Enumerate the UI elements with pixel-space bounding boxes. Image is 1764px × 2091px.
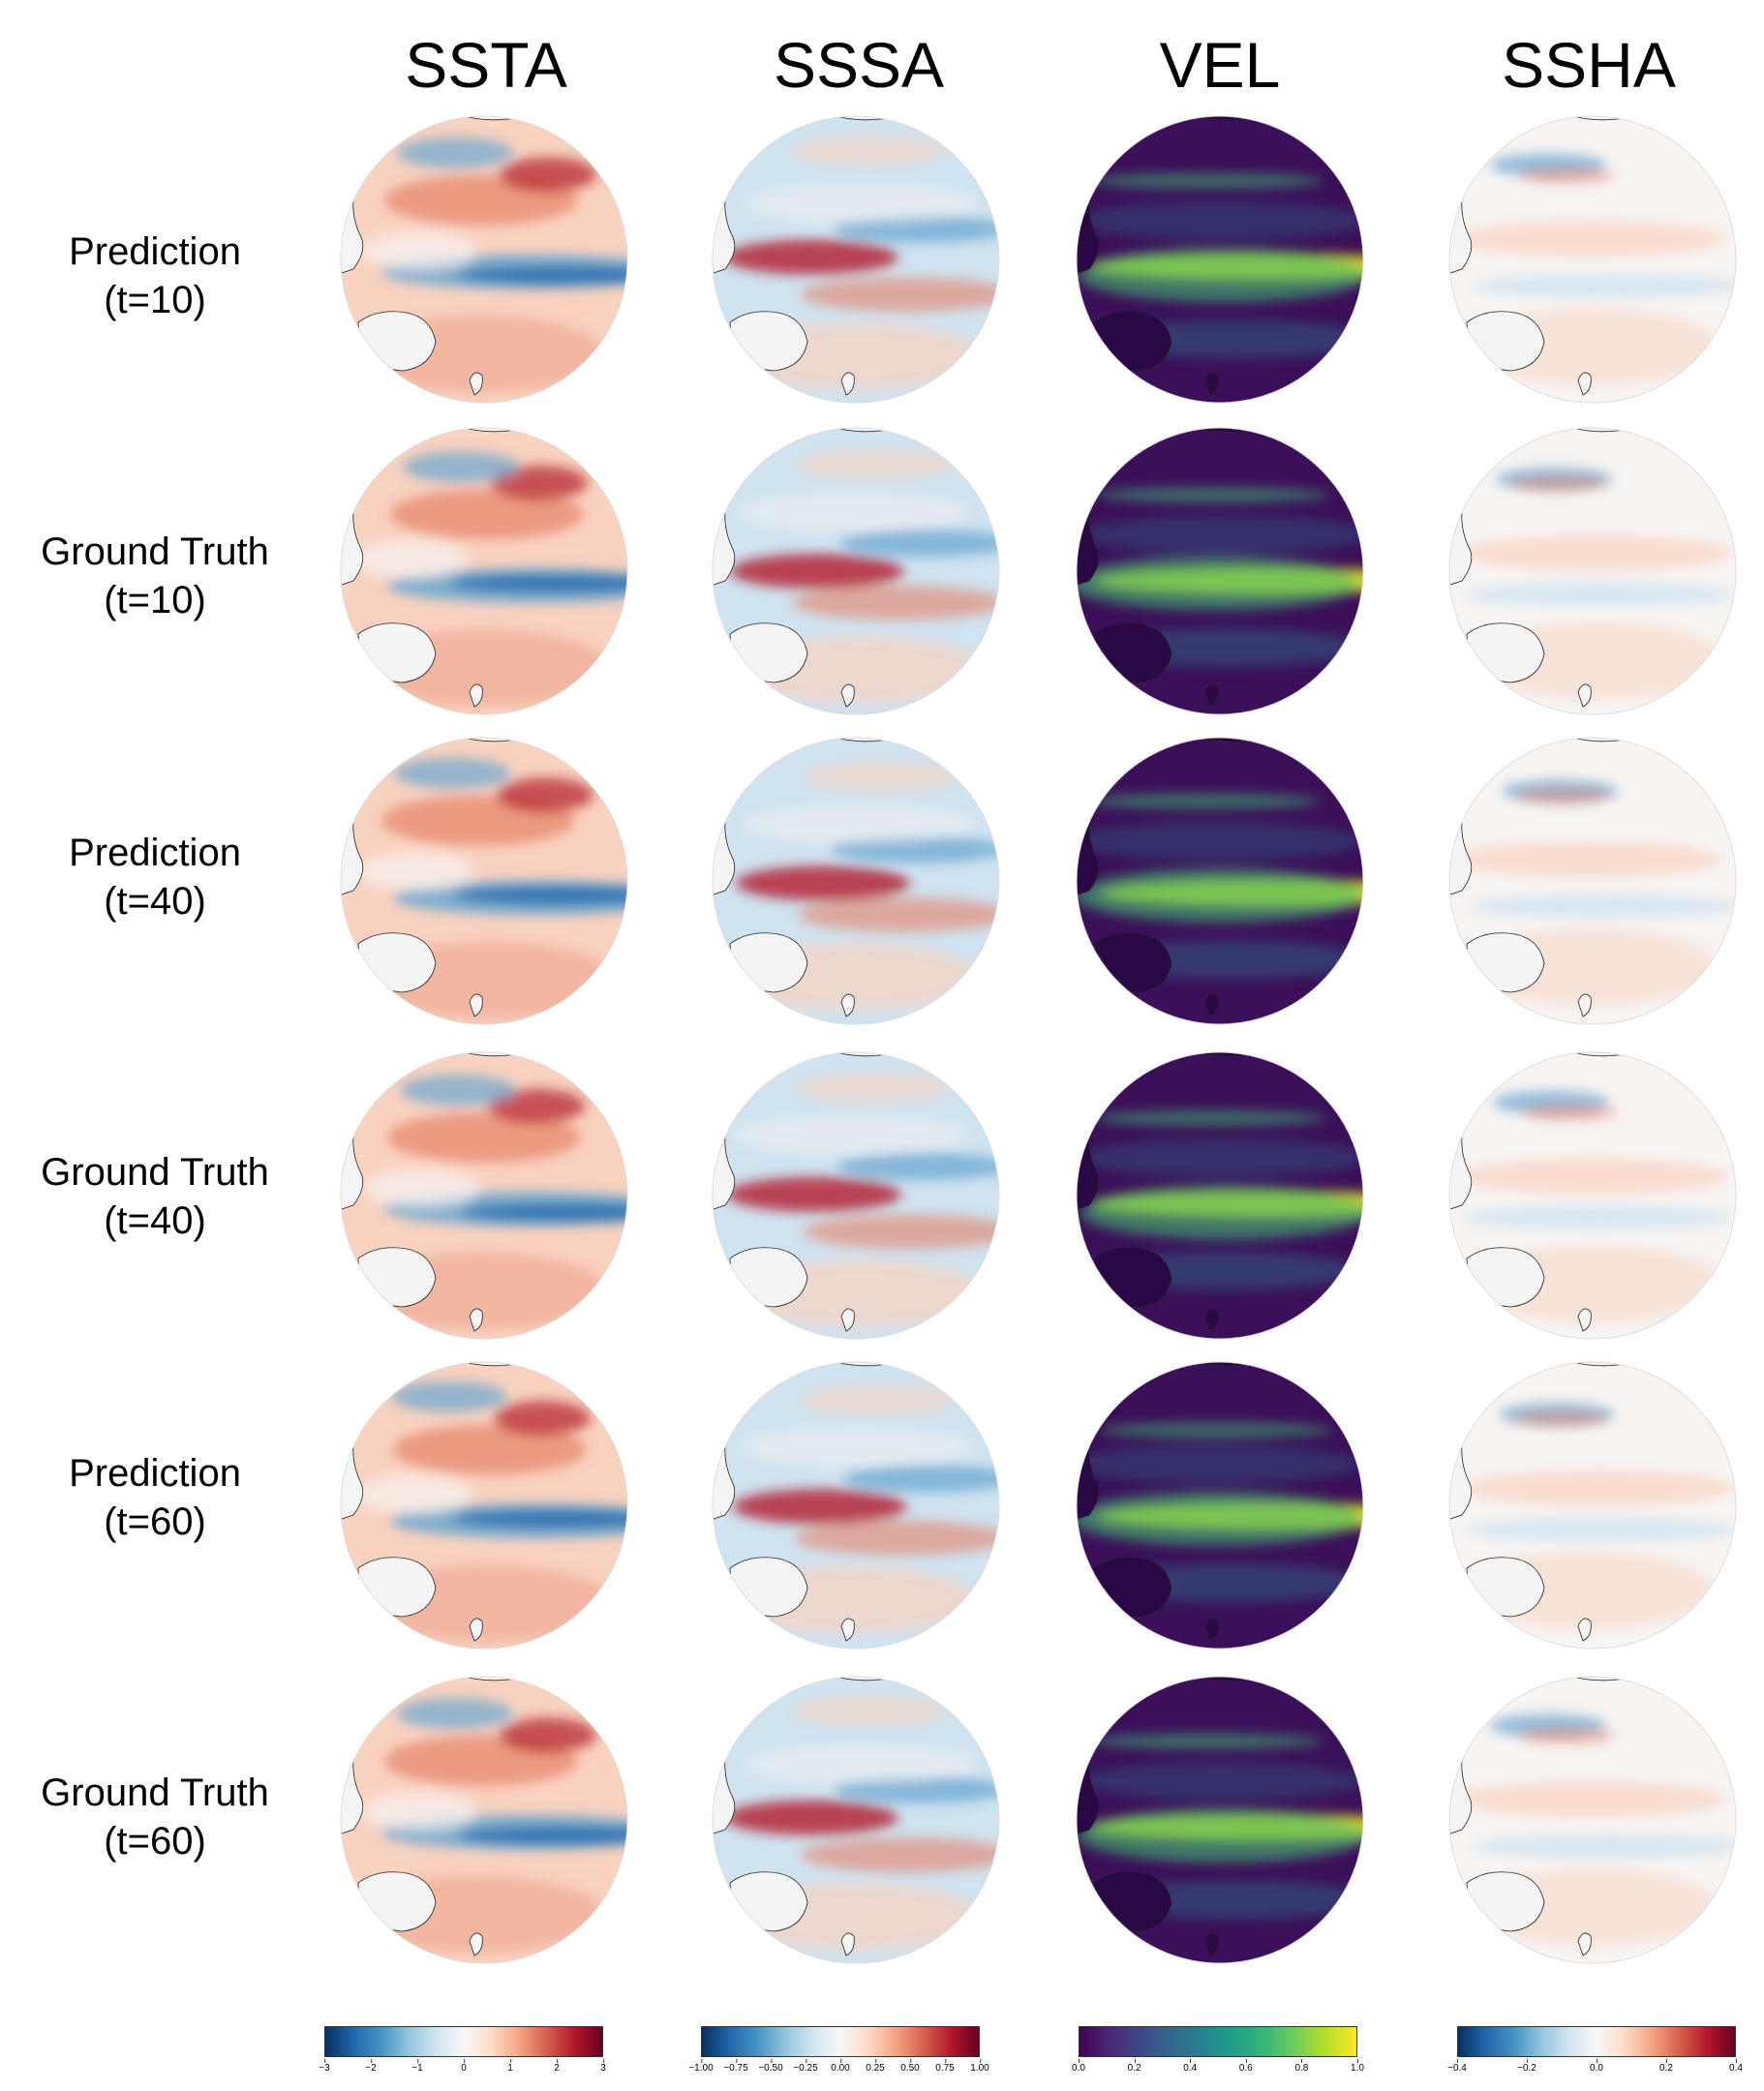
globe-sssa-row-4 xyxy=(711,1050,1001,1341)
colorbar-tick-label: −1.00 xyxy=(688,2059,714,2074)
colorbar-sssa: −1.00 −0.75 −0.50 −0.25 0.00 0.25 0.50 0.75 1.00 xyxy=(688,2026,989,2086)
row-label-pred-t10: Prediction (t=10) xyxy=(69,230,241,321)
row-label-pred-t60: Prediction (t=60) xyxy=(69,1452,241,1543)
colorbar-ssta-gradient xyxy=(324,2026,603,2057)
colorbar-tick-label: 0.50 xyxy=(900,2059,920,2074)
colorbar-tick-label: −0.75 xyxy=(723,2059,748,2074)
colorbar-tick-label: 0.8 xyxy=(1294,2059,1309,2074)
colorbar-ssha-ticks: −0.4 −0.2 0.0 0.2 0.4 xyxy=(1447,2057,1743,2086)
colorbar-tick-label: 3 xyxy=(600,2059,606,2074)
column-title-ssha: SSHA xyxy=(1502,29,1676,101)
row-label-gt-t40: Ground Truth (t=40) xyxy=(41,1151,269,1242)
colorbar-tick-label: −3 xyxy=(319,2059,330,2074)
globe-ssta-row-3 xyxy=(339,736,629,1026)
globe-vel-row-6 xyxy=(1075,1675,1365,1965)
column-title-vel: VEL xyxy=(1159,29,1281,101)
colorbar-tick-label: 0.4 xyxy=(1183,2059,1198,2074)
colorbar-tick-label: 0.2 xyxy=(1659,2059,1673,2074)
globe-vel-row-3 xyxy=(1075,736,1365,1026)
globe-ssha-row-6 xyxy=(1447,1675,1738,1965)
colorbar-sssa-gradient xyxy=(701,2026,980,2057)
globe-ssta-row-1 xyxy=(339,114,629,405)
colorbar-ssha: −0.4 −0.2 0.0 0.2 0.4 xyxy=(1447,2026,1743,2086)
colorbar-tick-label: −2 xyxy=(365,2059,377,2074)
globe-vel-row-2 xyxy=(1075,426,1365,716)
colorbar-ssta-ticks: −3 −2 −1 0 1 2 3 xyxy=(319,2057,606,2086)
globe-ssha-row-1 xyxy=(1447,114,1738,405)
globe-sssa-row-2 xyxy=(711,426,1001,716)
globe-sssa-row-6 xyxy=(711,1675,1001,1965)
colorbar-tick-label: 0.4 xyxy=(1729,2059,1743,2074)
colorbar-ssha-gradient xyxy=(1457,2026,1736,2057)
colorbar-ssta: −3 −2 −1 0 1 2 3 xyxy=(319,2026,606,2086)
globe-ssta-row-6 xyxy=(339,1675,629,1965)
colorbar-tick-label: 0.0 xyxy=(1590,2059,1603,2074)
colorbar-tick-label: −0.25 xyxy=(793,2059,818,2074)
column-title-sssa: SSSA xyxy=(773,29,945,101)
colorbar-tick-label: 0.2 xyxy=(1127,2059,1141,2074)
colorbar-sssa-ticks: −1.00 −0.75 −0.50 −0.25 0.00 0.25 0.50 0.75 1.00 xyxy=(688,2057,989,2086)
globe-sssa-row-3 xyxy=(711,736,1001,1026)
colorbar-vel-gradient xyxy=(1079,2026,1357,2057)
globe-ssha-row-2 xyxy=(1447,426,1738,716)
row-label-gt-t60: Ground Truth (t=60) xyxy=(41,1772,269,1863)
globe-ssta-row-4 xyxy=(339,1050,629,1341)
colorbar-tick-label: −0.50 xyxy=(758,2059,783,2074)
globe-ssta-row-2 xyxy=(339,426,629,716)
colorbar-tick-label: 0.00 xyxy=(831,2059,850,2074)
colorbar-tick-label: −0.2 xyxy=(1517,2059,1536,2074)
colorbar-vel-ticks: 0.0 0.2 0.4 0.6 0.8 1.0 xyxy=(1072,2057,1364,2086)
colorbar-tick-label: 1.0 xyxy=(1351,2059,1364,2074)
row-label-pred-t40: Prediction (t=40) xyxy=(69,832,241,923)
colorbar-tick-label: 0.0 xyxy=(1072,2059,1085,2074)
colorbar-tick-label: −0.4 xyxy=(1447,2059,1467,2074)
row-label-gt-t10: Ground Truth (t=10) xyxy=(41,530,269,621)
globe-ssha-row-4 xyxy=(1447,1050,1738,1341)
colorbar-tick-label: 0 xyxy=(461,2059,467,2074)
globe-ssha-row-3 xyxy=(1447,736,1738,1026)
globe-ssha-row-5 xyxy=(1447,1360,1738,1651)
colorbar-tick-label: 2 xyxy=(554,2059,560,2074)
globe-sssa-row-5 xyxy=(711,1360,1001,1651)
colorbar-tick-label: 1 xyxy=(507,2059,513,2074)
globe-vel-row-1 xyxy=(1075,114,1365,405)
colorbar-tick-label: 0.75 xyxy=(935,2059,955,2074)
colorbar-tick-label: 1.00 xyxy=(970,2059,989,2074)
globe-vel-row-5 xyxy=(1075,1360,1365,1651)
colorbar-tick-label: −1 xyxy=(411,2059,423,2074)
column-title-ssta: SSTA xyxy=(405,29,567,101)
colorbar-tick-label: 0.6 xyxy=(1238,2059,1253,2074)
globe-ssta-row-5 xyxy=(339,1360,629,1651)
globe-vel-row-4 xyxy=(1075,1050,1365,1341)
colorbar-tick-label: 0.25 xyxy=(866,2059,885,2074)
colorbar-vel: 0.0 0.2 0.4 0.6 0.8 1.0 xyxy=(1072,2026,1364,2086)
globe-sssa-row-1 xyxy=(711,114,1001,405)
